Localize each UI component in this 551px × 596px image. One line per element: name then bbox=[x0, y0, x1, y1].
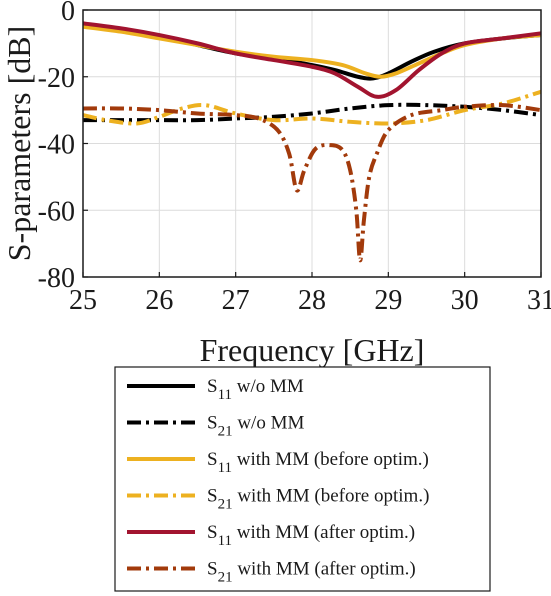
legend-symbol: S bbox=[207, 413, 218, 434]
legend-description: w/o MM bbox=[233, 413, 305, 434]
x-tick-label: 26 bbox=[145, 285, 173, 316]
legend-symbol: S bbox=[207, 522, 218, 543]
legend-label-5: S11 with MM (after optim.) bbox=[207, 522, 415, 549]
legend-box bbox=[114, 366, 491, 592]
legend-subscript: 21 bbox=[218, 424, 233, 440]
legend-symbol: S bbox=[207, 486, 218, 507]
legend-subscript: 11 bbox=[218, 533, 232, 549]
legend-symbol: S bbox=[207, 559, 218, 580]
legend-label-3: S11 with MM (before optim.) bbox=[207, 449, 429, 476]
series-line-5 bbox=[83, 21, 541, 99]
x-tick-label: 27 bbox=[222, 285, 250, 316]
legend-label-4: S21 with MM (before optim.) bbox=[207, 486, 429, 513]
legend-description: with MM (after optim.) bbox=[233, 559, 416, 580]
x-tick-label: 25 bbox=[69, 285, 97, 316]
legend-subscript: 11 bbox=[218, 460, 232, 476]
y-tick-label: 0 bbox=[61, 0, 75, 27]
legend-subscript: 21 bbox=[218, 570, 233, 586]
legend-label-1: S11 w/o MM bbox=[207, 376, 304, 403]
tick-layer: 25 26 27 28 29 30 31 0 -20 -40 -60 -80 bbox=[38, 0, 551, 316]
x-tick-label: 30 bbox=[451, 285, 479, 316]
legend-description: with MM (before optim.) bbox=[233, 486, 430, 507]
legend-subscript: 11 bbox=[218, 387, 232, 403]
y-tick-label: -80 bbox=[38, 263, 75, 294]
legend-symbol: S bbox=[207, 376, 218, 397]
series-line-4 bbox=[83, 89, 541, 126]
legend-symbol: S bbox=[207, 449, 218, 470]
x-tick-label: 28 bbox=[298, 285, 326, 316]
legend-label-2: S21 w/o MM bbox=[207, 413, 304, 440]
series-line-6 bbox=[83, 102, 541, 263]
legend-label-6: S21 with MM (after optim.) bbox=[207, 559, 416, 586]
legend-description: w/o MM bbox=[232, 376, 304, 397]
y-tick-label: -40 bbox=[38, 130, 75, 161]
legend-subscript: 21 bbox=[218, 497, 233, 513]
y-tick-label: -20 bbox=[38, 63, 75, 94]
y-axis-title: S-parameters [dB] bbox=[1, 26, 37, 261]
series-layer bbox=[83, 21, 541, 263]
x-tick-label: 31 bbox=[527, 285, 551, 316]
legend-description: with MM (before optim.) bbox=[232, 449, 429, 470]
x-tick-label: 29 bbox=[374, 285, 402, 316]
y-tick-label: -60 bbox=[38, 196, 75, 227]
grid-layer bbox=[82, 9, 542, 278]
legend-description: with MM (after optim.) bbox=[232, 522, 415, 543]
x-axis-title: Frequency [GHz] bbox=[200, 332, 425, 368]
